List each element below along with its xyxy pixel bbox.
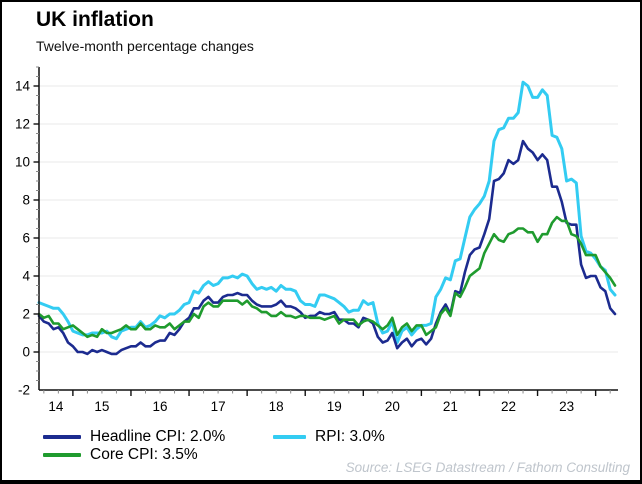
legend-label-headline-cpi: Headline CPI: 2.0% xyxy=(90,428,226,445)
x-axis-ticks: 14 15 16 17 18 19 20 21 22 23 xyxy=(43,390,611,414)
headline-cpi-line-swatch xyxy=(43,435,81,439)
page-title: UK inflation xyxy=(36,8,154,31)
x-axis-label: 21 xyxy=(443,399,458,414)
series-lines xyxy=(37,80,617,356)
legend-item-core-cpi: Core CPI: 3.5% xyxy=(43,446,198,464)
legend-label-core-cpi: Core CPI: 3.5% xyxy=(90,446,198,463)
legend-item-rpi: RPI: 3.0% xyxy=(273,428,385,446)
legend-label-rpi: RPI: 3.0% xyxy=(315,428,385,445)
y-axis-label: 10 xyxy=(15,155,30,170)
page-subtitle: Twelve-month percentage changes xyxy=(36,38,254,54)
series-line-rpi xyxy=(37,80,617,344)
x-axis-label: 14 xyxy=(48,399,64,414)
x-axis-label: 22 xyxy=(501,399,516,414)
y-axis-label: 0 xyxy=(22,345,30,360)
y-axis-label: -2 xyxy=(18,383,30,398)
legend-item-headline-cpi: Headline CPI: 2.0% xyxy=(43,428,225,446)
x-axis-label: 23 xyxy=(559,399,574,414)
series-line-headline-cpi xyxy=(37,139,617,356)
rpi-line-swatch xyxy=(273,435,306,439)
x-axis-label: 15 xyxy=(94,399,109,414)
x-axis-label: 16 xyxy=(152,399,167,414)
y-axis-label: 4 xyxy=(22,269,30,284)
y-axis-label: 6 xyxy=(22,231,30,246)
x-axis-label: 20 xyxy=(385,399,400,414)
y-axis-label: 2 xyxy=(22,307,30,322)
y-axis-ticks: -2 0 2 4 6 8 10 12 14 xyxy=(15,66,39,398)
y-axis-label: 14 xyxy=(15,79,31,94)
x-axis-label: 18 xyxy=(269,399,284,414)
x-axis-label: 17 xyxy=(211,399,226,414)
axes xyxy=(38,67,618,391)
x-axis-label: 19 xyxy=(327,399,342,414)
y-axis-label: 8 xyxy=(22,193,30,208)
source-attribution: Source: LSEG Datastream / Fathom Consult… xyxy=(345,460,630,475)
series-line-core-cpi xyxy=(37,215,617,339)
core-cpi-line-swatch xyxy=(43,453,81,457)
gridlines xyxy=(39,85,618,353)
y-axis-label: 12 xyxy=(15,117,30,132)
